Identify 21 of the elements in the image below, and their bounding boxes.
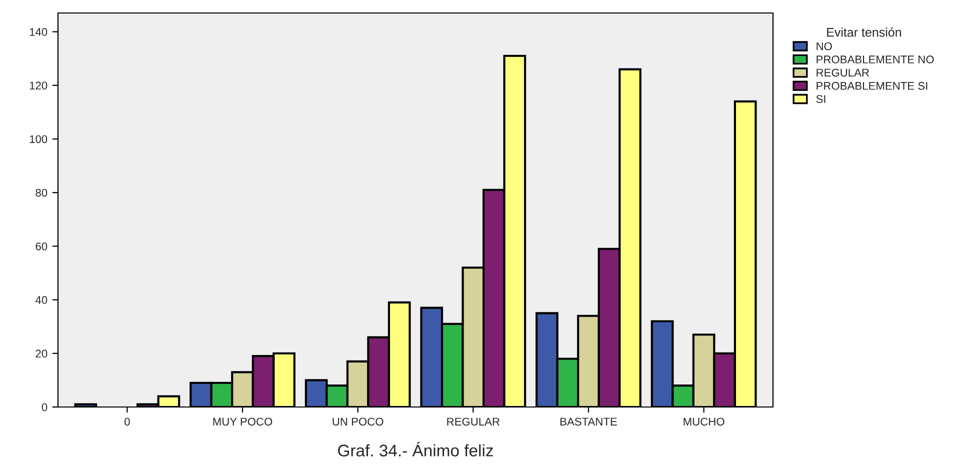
y-tick-label: 0 <box>42 403 48 412</box>
y-tick-label: 60 <box>36 242 48 250</box>
legend-title: Evitar tensión <box>827 27 901 37</box>
y-tick-label: 120 <box>30 82 48 90</box>
y-tick-label: 20 <box>36 350 48 358</box>
x-tick-label: 0 <box>124 418 130 426</box>
legend-label: PROBABLEMENTE SI <box>816 82 928 90</box>
x-tick-label: BASTANTE <box>560 418 617 426</box>
text: Graf. 34.- Ánimo feliz <box>338 442 493 456</box>
x-tick-label: UN POCO <box>332 418 384 426</box>
x-tick-label: REGULAR <box>447 418 500 426</box>
x-tick-label: MUY POCO <box>213 418 272 426</box>
y-tick-label: 140 <box>30 28 48 36</box>
legend-label: PROBABLEMENTE NO <box>816 56 934 64</box>
x-tick-label: MUCHO <box>684 418 724 426</box>
y-tick-label: 40 <box>35 296 48 304</box>
legend-label: NO <box>816 42 832 50</box>
legend-label: SI <box>816 95 826 103</box>
legend-label: REGULAR <box>816 68 869 77</box>
y-tick-label: 80 <box>36 188 48 197</box>
y-tick-label: 100 <box>30 135 48 144</box>
